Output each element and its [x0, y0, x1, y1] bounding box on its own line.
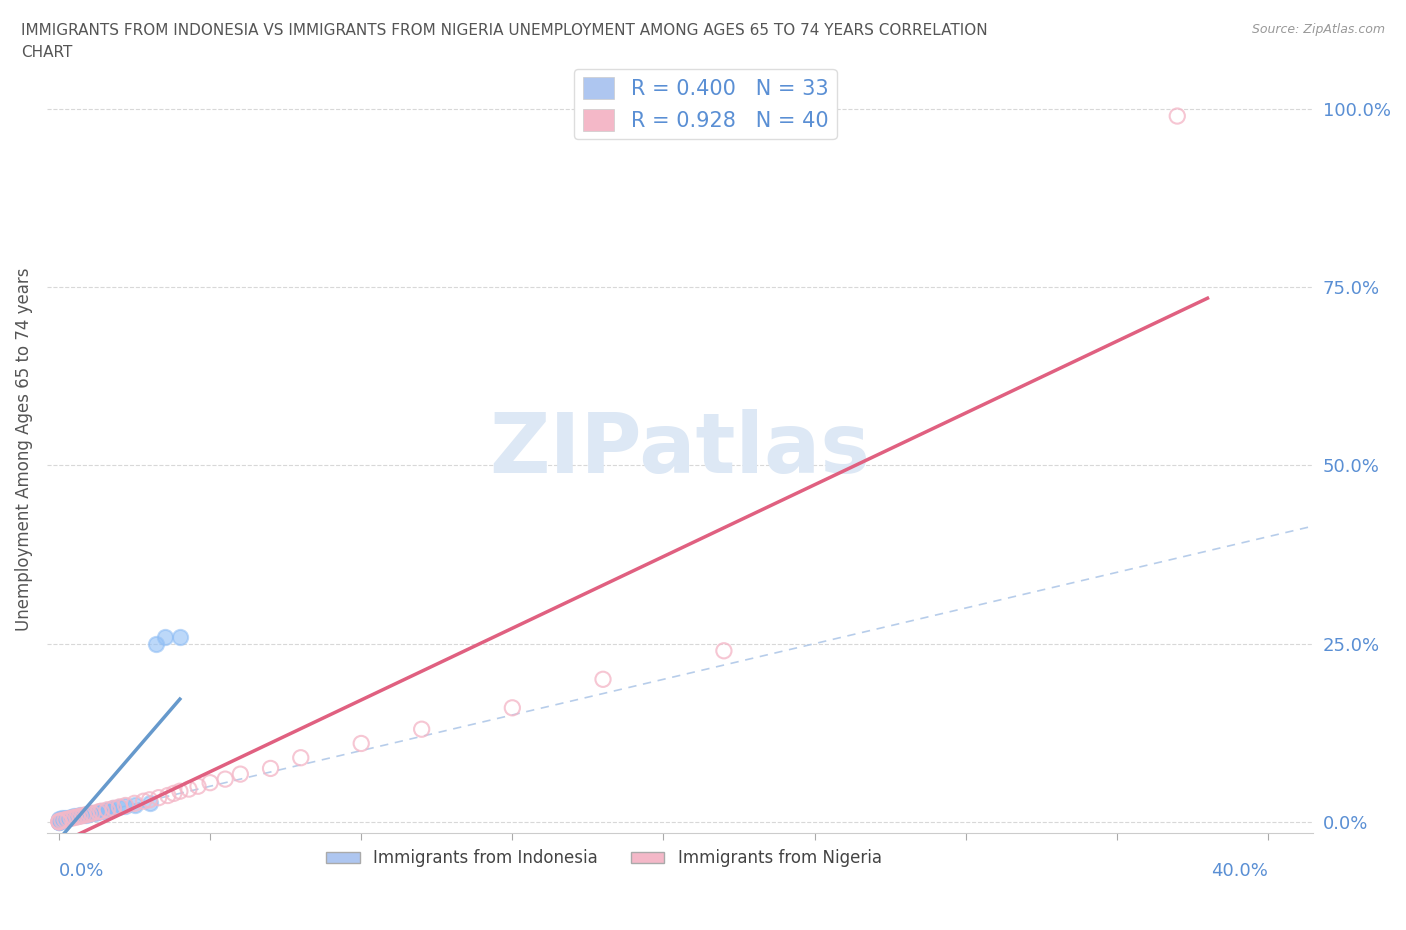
Point [108, 800, 131, 815]
Point [93, 804, 115, 818]
Text: CHART: CHART [21, 45, 73, 60]
Point [169, 629, 191, 644]
Y-axis label: Unemployment Among Ages 65 to 74 years: Unemployment Among Ages 65 to 74 years [15, 268, 32, 631]
Point [411, 722, 433, 737]
Point [51, 813, 73, 828]
Point [114, 799, 136, 814]
Point [48, 812, 70, 827]
Point [77, 806, 100, 821]
Point [229, 766, 252, 781]
Point [138, 792, 160, 807]
Point [98, 803, 121, 817]
Text: 0.0%: 0.0% [59, 862, 104, 880]
Text: IMMIGRANTS FROM INDONESIA VS IMMIGRANTS FROM NIGERIA UNEMPLOYMENT AMONG AGES 65 : IMMIGRANTS FROM INDONESIA VS IMMIGRANTS … [21, 23, 987, 38]
Point [60, 811, 83, 826]
Point [66, 809, 89, 824]
Point [96, 803, 118, 817]
Point [53, 811, 76, 826]
Point [77, 806, 100, 821]
Point [56, 812, 79, 827]
Point [56, 810, 79, 825]
Point [132, 794, 155, 809]
Point [53, 812, 76, 827]
Point [48, 815, 70, 830]
Text: 40.0%: 40.0% [1211, 862, 1268, 880]
Point [48, 815, 70, 830]
Point [84, 805, 107, 820]
Point [60, 809, 83, 824]
Point [259, 761, 281, 776]
Point [72, 807, 94, 822]
Point [169, 784, 191, 799]
Point [72, 808, 94, 823]
Point [148, 790, 170, 805]
Point [108, 800, 131, 815]
Point [124, 797, 146, 812]
Point [82, 806, 104, 821]
Point [48, 812, 70, 827]
Point [124, 796, 146, 811]
Point [82, 806, 104, 821]
Point [66, 809, 89, 824]
Point [48, 814, 70, 829]
Point [138, 795, 160, 810]
Point [69, 809, 91, 824]
Point [114, 798, 136, 813]
Point [69, 808, 91, 823]
Point [153, 629, 176, 644]
Point [103, 801, 125, 816]
Legend: Immigrants from Indonesia, Immigrants from Nigeria: Immigrants from Indonesia, Immigrants fr… [319, 843, 889, 874]
Point [90, 804, 112, 818]
Point [713, 644, 735, 658]
Point [214, 772, 236, 787]
Point [48, 815, 70, 830]
Point [163, 786, 186, 801]
Point [1166, 109, 1188, 124]
Point [87, 804, 110, 819]
Text: ZIPatlas: ZIPatlas [489, 409, 870, 490]
Point [75, 807, 97, 822]
Point [63, 809, 86, 824]
Point [290, 751, 312, 765]
Point [501, 700, 523, 715]
Point [48, 815, 70, 830]
Point [187, 778, 209, 793]
Point [145, 636, 167, 651]
Point [350, 736, 373, 751]
Point [198, 776, 221, 790]
Point [63, 810, 86, 825]
Point [48, 814, 70, 829]
Point [48, 815, 70, 830]
Text: Source: ZipAtlas.com: Source: ZipAtlas.com [1251, 23, 1385, 36]
Point [87, 804, 110, 819]
Point [96, 803, 118, 817]
Point [77, 806, 100, 821]
Point [75, 807, 97, 822]
Point [103, 801, 125, 816]
Point [90, 804, 112, 818]
Point [48, 813, 70, 828]
Point [177, 781, 200, 796]
Point [592, 671, 614, 686]
Point [156, 788, 179, 803]
Point [51, 811, 73, 826]
